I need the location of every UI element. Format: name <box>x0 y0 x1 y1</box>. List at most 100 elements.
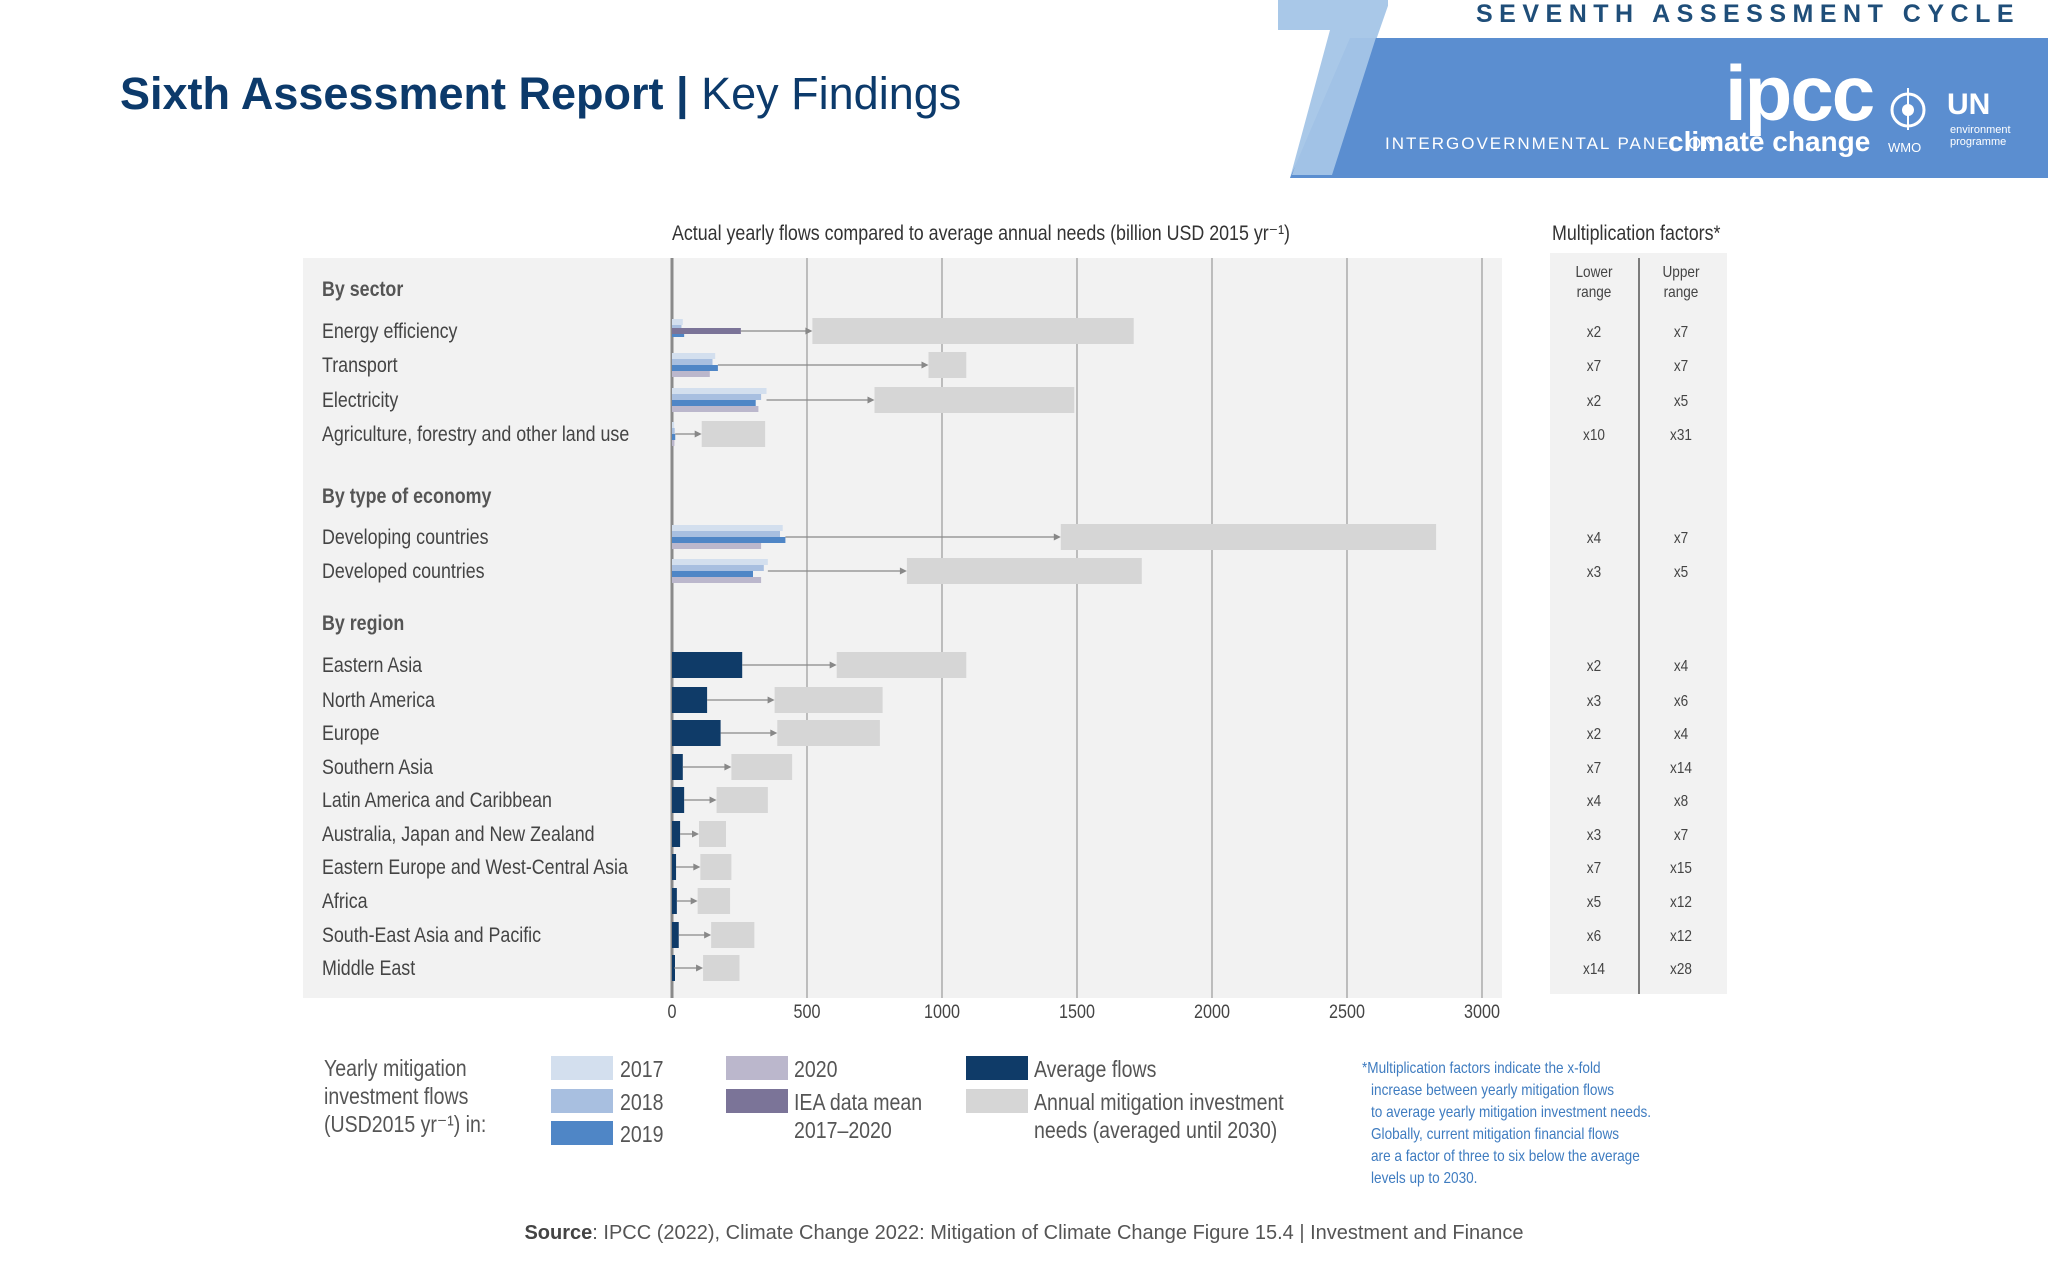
banner-light-seven <box>1280 0 1388 175</box>
flow-bar-2018 <box>672 531 780 537</box>
upper-factor: x4 <box>1674 658 1688 675</box>
flow-bar-2017 <box>672 559 768 565</box>
needs-bar <box>774 687 883 713</box>
lower-factor: x5 <box>1587 894 1601 911</box>
average-flow-bar <box>672 787 685 813</box>
upper-factor: x8 <box>1674 793 1688 810</box>
needs-bar <box>700 854 732 880</box>
flow-bar-2020 <box>672 577 762 583</box>
source-line: Source: IPCC (2022), Climate Change 2022… <box>0 1222 2048 1245</box>
title-rest: Key Findings <box>701 68 962 119</box>
x-tick-label: 2000 <box>1194 1001 1230 1023</box>
upper-factor: x5 <box>1674 393 1688 410</box>
legend-label-needs: needs (averaged until 2030) <box>1034 1118 1277 1144</box>
upper-factor: x7 <box>1674 827 1688 844</box>
average-flow-bar <box>672 720 721 746</box>
legend-label-iea: IEA data mean <box>794 1090 922 1116</box>
footnote-line: are a factor of three to six below the a… <box>1371 1148 1640 1165</box>
unep-subtitle: environment programme <box>1950 124 2011 148</box>
lower-factor: x3 <box>1587 564 1601 581</box>
chart-panel-bg <box>303 258 1502 998</box>
banner-dark-band <box>1290 38 2048 178</box>
average-flow-bar <box>672 888 677 914</box>
needs-bar <box>699 821 726 847</box>
legend-label-2017: 2017 <box>620 1057 663 1083</box>
flow-arrow-head <box>692 830 699 838</box>
unep-logo: UN <box>1947 88 1991 121</box>
assessment-cycle-label: SEVENTH ASSESSMENT CYCLE <box>1476 0 2021 28</box>
x-tick-label: 2500 <box>1329 1001 1365 1023</box>
flow-bar-2020 <box>672 371 710 377</box>
needs-bar <box>812 318 1134 344</box>
flow-bar-2017 <box>672 525 783 531</box>
banner-top-strip <box>1388 0 2048 38</box>
flow-arrow-head <box>709 796 717 804</box>
footnote-line: levels up to 2030. <box>1371 1170 1477 1187</box>
needs-bar <box>874 387 1075 413</box>
footnote-line: Globally, current mitigation financial f… <box>1371 1126 1619 1143</box>
upper-factor: x14 <box>1670 760 1692 777</box>
flow-arrow-head <box>694 430 702 438</box>
lower-factor: x7 <box>1587 860 1601 877</box>
row-label: Latin America and Caribbean <box>322 789 552 813</box>
upper-factor: x7 <box>1674 358 1688 375</box>
flow-bar-2020 <box>672 440 675 446</box>
upper-factor: x12 <box>1670 928 1692 945</box>
row-label: South-East Asia and Pacific <box>322 924 541 948</box>
flow-arrow-head <box>1053 533 1061 541</box>
flow-arrow-head <box>696 964 704 972</box>
row-label: Australia, Japan and New Zealand <box>322 823 595 847</box>
row-label: Eastern Asia <box>322 654 422 678</box>
flow-arrow-head <box>693 863 701 871</box>
legend-title-line: Yearly mitigation <box>324 1056 467 1082</box>
average-flow-bar <box>672 754 683 780</box>
row-label: Developed countries <box>322 560 485 584</box>
lower-factor: x7 <box>1587 358 1601 375</box>
flow-bar-2019 <box>672 365 718 371</box>
legend-label-2019: 2019 <box>620 1122 663 1148</box>
row-label: North America <box>322 689 435 713</box>
flow-arrow-head <box>805 327 813 335</box>
upper-factor: x7 <box>1674 530 1688 547</box>
legend-swatch-average <box>966 1056 1028 1080</box>
average-flow-bar <box>672 821 681 847</box>
upper-factor: x4 <box>1674 726 1688 743</box>
flow-bar-2017 <box>672 388 767 394</box>
legend-swatch-iea <box>726 1089 788 1113</box>
needs-bar <box>1060 524 1437 550</box>
flow-arrow-head <box>867 396 875 404</box>
ipcc-subtitle-2: climate change <box>1668 126 1871 157</box>
lower-factor: x2 <box>1587 658 1601 675</box>
x-tick-label: 1500 <box>1059 1001 1095 1023</box>
ipcc-banner <box>1278 0 2048 178</box>
flow-bar-2019 <box>672 434 676 440</box>
row-label: Eastern Europe and West-Central Asia <box>322 856 628 880</box>
ipcc-subtitle-1: INTERGOVERNMENTAL PANEL ON <box>1385 134 1718 153</box>
legend-swatch-2018 <box>551 1089 613 1113</box>
upper-factor: x12 <box>1670 894 1692 911</box>
needs-bar <box>731 754 793 780</box>
flow-bar-2018 <box>672 394 762 400</box>
group-heading: By type of economy <box>322 485 492 509</box>
x-tick-label: 0 <box>668 1001 677 1023</box>
flow-bar-2018 <box>672 428 675 434</box>
lower-factor: x3 <box>1587 693 1601 710</box>
needs-bar <box>701 421 766 447</box>
needs-bar <box>703 955 740 981</box>
flow-arrow-head <box>767 696 775 704</box>
footnote-line: *Multiplication factors indicate the x-f… <box>1362 1060 1601 1077</box>
legend-title-line: (USD2015 yr⁻¹) in: <box>324 1112 486 1138</box>
legend-swatch-2017 <box>551 1056 613 1080</box>
flow-arrow-head <box>724 763 732 771</box>
x-tick-label: 1000 <box>924 1001 960 1023</box>
average-flow-bar <box>672 955 675 981</box>
chart-title: Actual yearly flows compared to average … <box>672 222 1290 246</box>
lower-factor: x4 <box>1587 530 1601 547</box>
average-flow-bar <box>672 922 679 948</box>
source-text: : IPCC (2022), Climate Change 2022: Miti… <box>592 1222 1524 1244</box>
flow-bar-2018 <box>672 359 713 365</box>
row-label: Africa <box>322 890 368 914</box>
row-label: Energy efficiency <box>322 320 458 344</box>
flow-bar-iea <box>672 328 741 334</box>
needs-bar <box>836 652 967 678</box>
